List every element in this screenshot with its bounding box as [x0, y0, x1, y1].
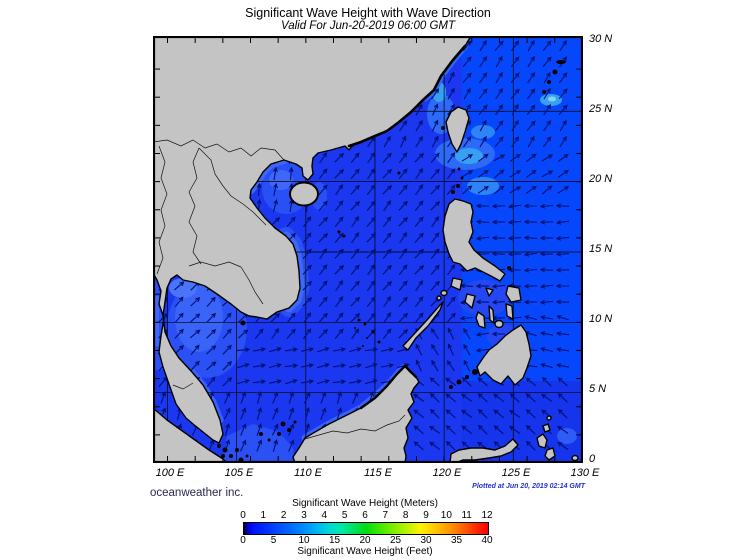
lon-label-100e: 100 E: [155, 467, 185, 479]
feet-tick-15: 15: [328, 535, 341, 546]
country-borders: [152, 139, 406, 440]
feet-tick-5: 5: [270, 535, 277, 546]
land-sulawesi: [449, 438, 519, 464]
land-palawan: [402, 301, 444, 351]
feet-tick-35: 35: [450, 535, 463, 546]
land-luzon: [442, 198, 506, 282]
wave-map: [152, 35, 584, 464]
meters-tick-3: 3: [301, 510, 307, 521]
axis-tick-marks: [155, 38, 581, 461]
meters-tick-1: 1: [260, 510, 267, 521]
lon-label-115e: 115 E: [364, 467, 392, 479]
lon-label-125e: 125 E: [501, 467, 531, 479]
meters-tick-11: 11: [461, 510, 472, 521]
land-taiwan: [445, 106, 470, 153]
small-islands-layer: [217, 60, 566, 463]
lat-label-10n: 10 N: [589, 313, 613, 325]
meters-tick-8: 8: [402, 510, 409, 521]
credit-text: oceanweather inc.: [150, 487, 244, 499]
lon-label-110e: 110 E: [294, 467, 322, 479]
lat-label-30n: 30 N: [589, 33, 613, 45]
meters-tick-0: 0: [240, 510, 246, 521]
lat-label-25n: 25 N: [589, 103, 613, 115]
land-mindanao: [476, 324, 532, 386]
legend-title-meters: Significant Wave Height (Meters): [292, 498, 438, 509]
map-border: [152, 35, 584, 464]
meters-tick-4: 4: [321, 510, 328, 521]
meters-tick-7: 7: [382, 510, 389, 521]
meters-tick-9: 9: [423, 510, 429, 521]
feet-tick-20: 20: [359, 535, 371, 546]
valid-time-subtitle: Valid For Jun-20-2019 06:00 GMT: [280, 20, 456, 32]
lat-label-15n: 15 N: [589, 243, 613, 255]
map-panel: [152, 35, 584, 464]
meters-tick-5: 5: [341, 510, 348, 521]
lon-label-130e: 130 E: [570, 467, 600, 479]
feet-tick-30: 30: [420, 535, 432, 546]
feet-tick-0: 0: [240, 535, 246, 546]
lat-label-5n: 5 N: [589, 383, 607, 395]
feet-tick-25: 25: [389, 535, 402, 546]
meters-tick-10: 10: [440, 510, 452, 521]
legend-title-feet: Significant Wave Height (Feet): [297, 546, 433, 557]
zero-height-coastal-fringe: [289, 44, 467, 410]
meters-tick-12: 12: [481, 510, 493, 521]
meters-tick-6: 6: [362, 510, 368, 521]
feet-tick-40: 40: [481, 535, 493, 546]
lat-label-0: 0: [589, 453, 596, 465]
land-layer: [152, 35, 579, 464]
wave-height-colorbar: [243, 522, 489, 535]
chart-title: Significant Wave Height with Wave Direct…: [245, 6, 491, 20]
lon-label-105e: 105 E: [224, 467, 254, 479]
land-asia-mainland: [152, 35, 472, 444]
plotted-timestamp: Plotted at Jun 20, 2019 02:14 GMT: [472, 483, 585, 490]
land-borneo: [292, 365, 420, 464]
feet-tick-10: 10: [298, 535, 310, 546]
lat-label-20n: 20 N: [589, 173, 613, 185]
meters-tick-2: 2: [280, 510, 287, 521]
lon-label-120e: 120 E: [432, 467, 462, 479]
